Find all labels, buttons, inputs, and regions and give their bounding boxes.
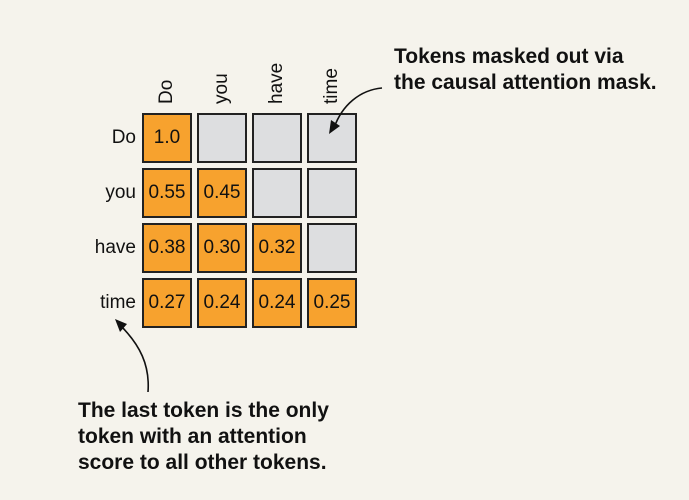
weight-cell: 0.24 <box>197 278 247 328</box>
row-label-do: Do <box>111 127 136 148</box>
last-token-note-line-3: score to all other tokens. <box>78 451 327 474</box>
masked-cell <box>307 113 357 163</box>
last-token-arrow-line <box>119 324 150 393</box>
row-label-time: time <box>100 292 136 313</box>
mask-arrow-line <box>333 87 383 129</box>
weight-cell: 0.27 <box>142 278 192 328</box>
mask-arrow-head <box>329 120 340 134</box>
last-token-arrow-head <box>115 319 127 332</box>
row-label-you: you <box>105 182 136 203</box>
last-token-note-line-2: token with an attention <box>78 425 307 448</box>
weight-cell: 0.25 <box>307 278 357 328</box>
weight-cell: 0.30 <box>197 223 247 273</box>
mask-note-line-1: Tokens masked out via <box>394 45 624 68</box>
masked-cell <box>307 168 357 218</box>
masked-cell <box>197 113 247 163</box>
weight-cell: 0.55 <box>142 168 192 218</box>
weight-cell: 0.45 <box>197 168 247 218</box>
weight-cell: 0.38 <box>142 223 192 273</box>
last-token-note: The last token is the only token with an… <box>78 398 329 476</box>
weight-cell: 0.24 <box>252 278 302 328</box>
weight-cell: 0.32 <box>252 223 302 273</box>
masked-cell <box>307 223 357 273</box>
weight-cell: 1.0 <box>142 113 192 163</box>
masked-cell <box>252 168 302 218</box>
last-token-note-line-1: The last token is the only <box>78 399 329 422</box>
mask-note: Tokens masked out via the causal attenti… <box>394 44 657 96</box>
masked-cell <box>252 113 302 163</box>
row-label-have: have <box>94 237 136 258</box>
mask-note-line-2: the causal attention mask. <box>394 71 657 94</box>
